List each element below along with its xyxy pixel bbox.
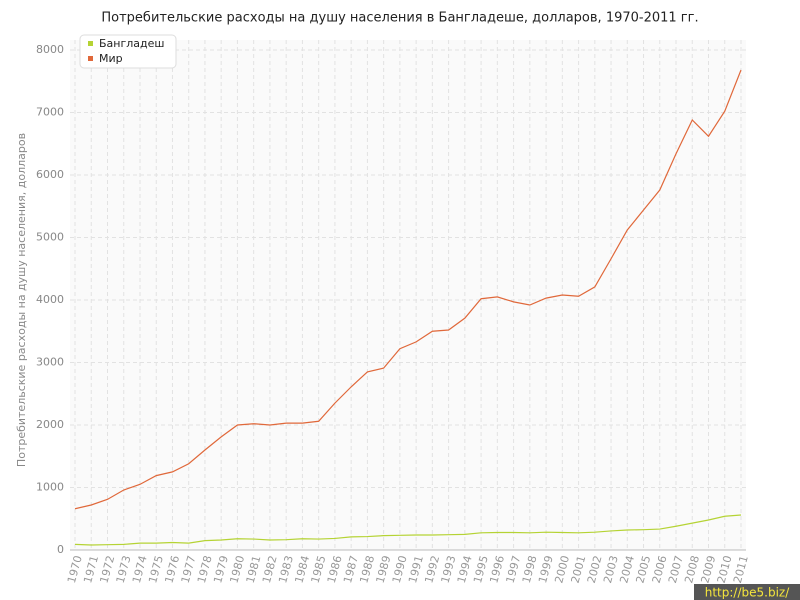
legend-swatch [88, 56, 93, 61]
y-tick-label: 6000 [36, 168, 64, 181]
legend-label: Бангладеш [99, 37, 164, 50]
legend-swatch [88, 41, 93, 46]
y-tick-label: 7000 [36, 106, 64, 119]
watermark: http://be5.biz/ [705, 586, 790, 600]
watermark-bg [694, 584, 800, 600]
y-tick-label: 3000 [36, 356, 64, 369]
legend-label: Мир [99, 52, 123, 65]
series-line [74, 69, 742, 510]
series-line [74, 514, 742, 546]
y-axis-label: Потребительские расходы на душу населени… [15, 133, 28, 467]
legend-box [79, 34, 177, 69]
y-tick-label: 0 [57, 543, 64, 556]
chart-title: Потребительские расходы на душу населени… [101, 11, 698, 26]
y-tick-label: 5000 [36, 231, 64, 244]
y-tick-label: 1000 [36, 481, 64, 494]
plot-area [70, 40, 746, 550]
y-tick-label: 2000 [36, 418, 64, 431]
y-tick-label: 8000 [36, 43, 64, 56]
y-tick-label: 4000 [36, 293, 64, 306]
